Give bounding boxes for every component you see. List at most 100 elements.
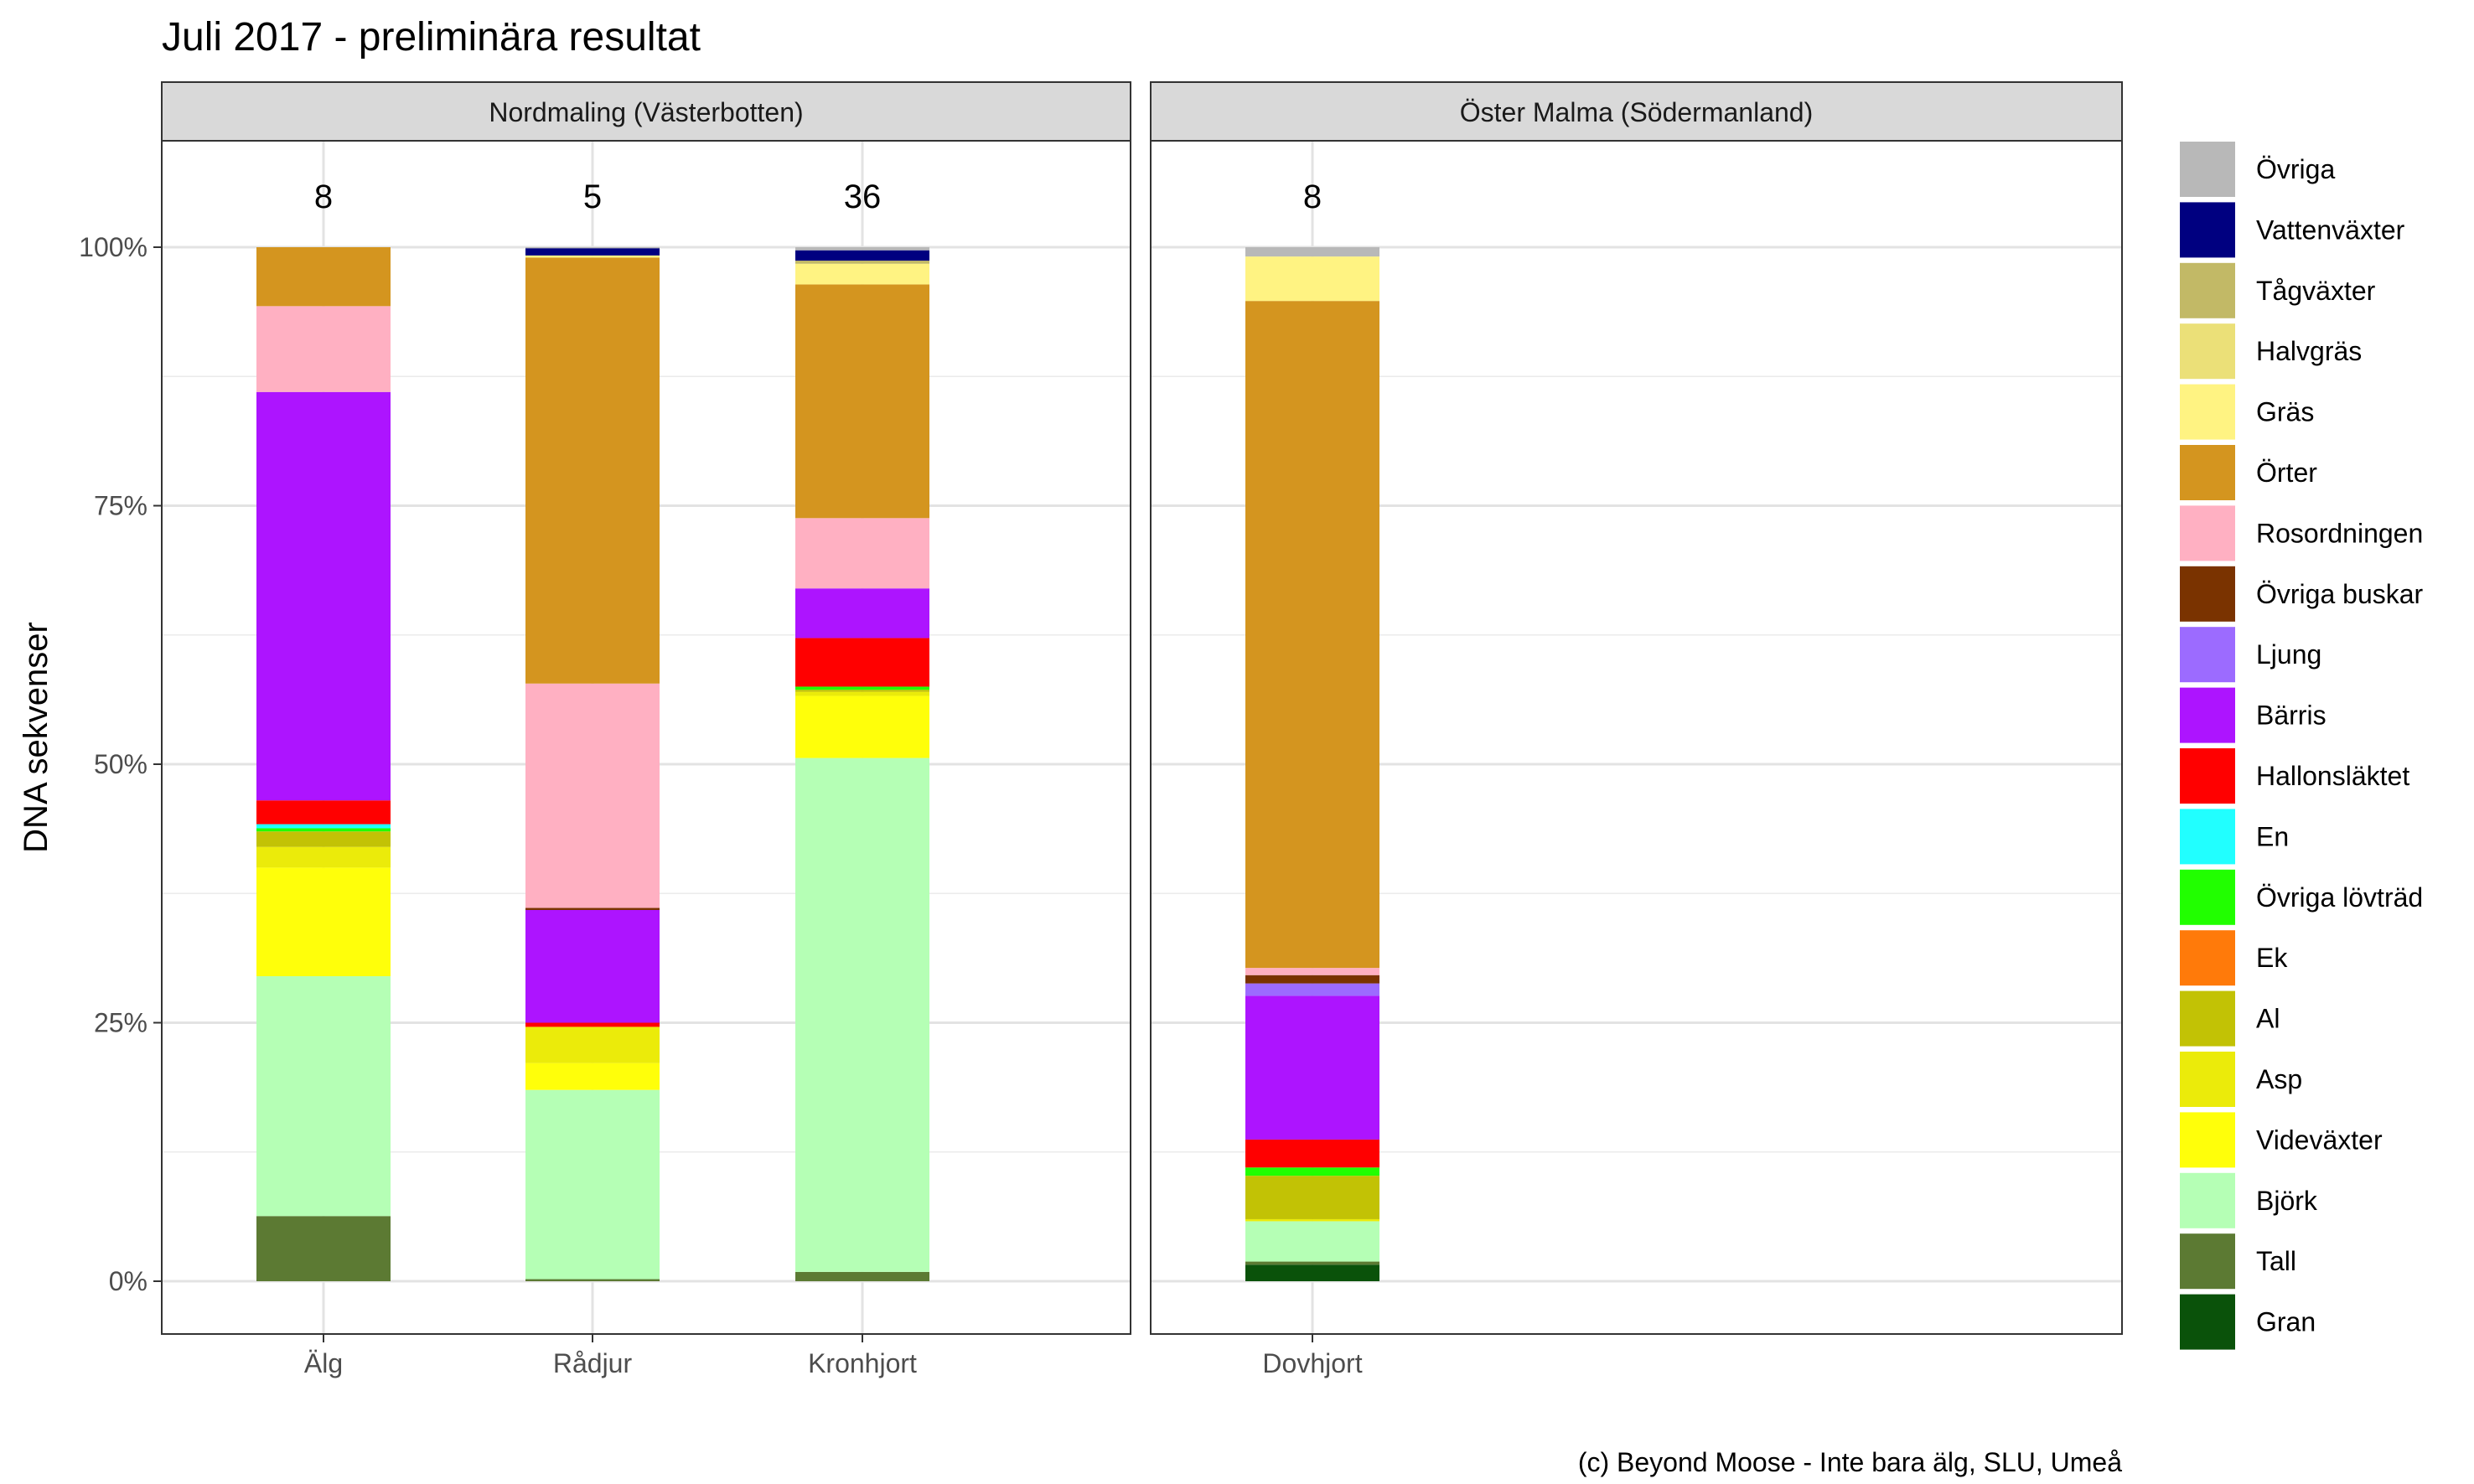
bar-segment bbox=[256, 391, 391, 801]
legend-label: Vattenväxter bbox=[2256, 215, 2405, 245]
bar-segment bbox=[256, 306, 391, 392]
bar-segment bbox=[525, 248, 660, 256]
bar-segment bbox=[1245, 256, 1379, 302]
legend-item: Al bbox=[2180, 990, 2280, 1047]
panel: Öster Malma (Södermanland) 8 Dovhjort bbox=[1150, 81, 2123, 1378]
bar-segment bbox=[256, 824, 391, 829]
bar-segment bbox=[256, 800, 391, 825]
bar-segment bbox=[1245, 1264, 1379, 1281]
y-tick-label: 0% bbox=[109, 1266, 148, 1296]
legend-label: Övriga lövträd bbox=[2256, 882, 2423, 913]
legend-item: En bbox=[2180, 809, 2289, 865]
legend-item: Örter bbox=[2180, 445, 2317, 500]
legend-label: Gran bbox=[2256, 1307, 2316, 1337]
x-tick-label: Älg bbox=[304, 1348, 343, 1378]
legend-item: Tågväxter bbox=[2180, 262, 2376, 318]
bar-segment bbox=[525, 247, 660, 249]
legend-item: Ljung bbox=[2180, 627, 2321, 683]
legend-item: Björk bbox=[2180, 1172, 2318, 1228]
legend-key bbox=[2180, 869, 2235, 925]
legend-key bbox=[2180, 1112, 2235, 1168]
bar-segment bbox=[795, 518, 929, 589]
x-tick-label: Dovhjort bbox=[1262, 1348, 1362, 1378]
bar-segment bbox=[1245, 975, 1379, 984]
x-tick-label: Kronhjort bbox=[808, 1348, 917, 1378]
bar-segment bbox=[1245, 301, 1379, 969]
bar-segment bbox=[795, 1271, 929, 1281]
bar-segment bbox=[256, 828, 391, 832]
legend-item: Gräs bbox=[2180, 384, 2314, 440]
legend-key bbox=[2180, 627, 2235, 683]
facet-strip bbox=[161, 81, 1131, 142]
bar-segment bbox=[795, 247, 929, 251]
panel-border bbox=[161, 140, 1131, 1335]
bar-segment bbox=[795, 588, 929, 639]
legend-label: Tall bbox=[2256, 1246, 2296, 1276]
bar-segment bbox=[256, 247, 391, 307]
legend-item: Halvgräs bbox=[2180, 323, 2362, 380]
bar-segment bbox=[795, 263, 929, 285]
legend-label: Ek bbox=[2256, 943, 2288, 973]
legend-key bbox=[2180, 990, 2235, 1047]
bar-segment bbox=[256, 975, 391, 1217]
bar-segment bbox=[525, 1022, 660, 1027]
legend-item: Ek bbox=[2180, 930, 2288, 986]
legend-item: Gran bbox=[2180, 1294, 2316, 1350]
y-tick-label: 50% bbox=[94, 749, 148, 779]
bar-stack bbox=[525, 247, 660, 1281]
y-axis-label: DNA sekvenser bbox=[18, 622, 54, 853]
legend-label: Örter bbox=[2256, 458, 2317, 488]
legend-label: Ljung bbox=[2256, 639, 2321, 670]
bar-segment bbox=[795, 261, 929, 264]
facet-strip-label: Öster Malma (Södermanland) bbox=[1460, 97, 1813, 127]
legend-label: Videväxter bbox=[2256, 1125, 2383, 1155]
bar-segment bbox=[1245, 1218, 1379, 1222]
legend-label: Al bbox=[2256, 1004, 2280, 1034]
bar-stack bbox=[1245, 247, 1379, 1281]
legend-key bbox=[2180, 505, 2235, 561]
bar-segment bbox=[256, 831, 391, 847]
legend-key bbox=[2180, 1052, 2235, 1107]
bar-segment bbox=[1245, 247, 1379, 257]
legend-key bbox=[2180, 809, 2235, 865]
legend-label: Gräs bbox=[2256, 397, 2314, 427]
bar-segment bbox=[795, 284, 929, 519]
bar-segment bbox=[256, 867, 391, 976]
legend-item: Övriga bbox=[2180, 142, 2335, 197]
bar-segment bbox=[1245, 983, 1379, 996]
panel: Nordmaling (Västerbotten) 8 Älg 5 Rådjur 36 Kr… bbox=[161, 81, 1131, 1378]
bar-segment bbox=[795, 250, 929, 261]
caption: (c) Beyond Moose - Inte bara älg, SLU, U… bbox=[1578, 1447, 2122, 1477]
legend-key bbox=[2180, 1172, 2235, 1228]
panels: Nordmaling (Västerbotten) 8 Älg 5 Rådjur 36 Kr… bbox=[79, 81, 2123, 1378]
bar-segment bbox=[525, 1063, 660, 1090]
legend-key bbox=[2180, 687, 2235, 743]
legend-key bbox=[2180, 202, 2235, 258]
bar-segment bbox=[256, 846, 391, 868]
panel-border bbox=[1150, 140, 2123, 1335]
legend-item: Bärris bbox=[2180, 687, 2326, 743]
facet-strip bbox=[1150, 81, 2123, 142]
legend-key bbox=[2180, 445, 2235, 500]
legend-item: Övriga lövträd bbox=[2180, 869, 2423, 925]
x-tick-label: Rådjur bbox=[553, 1348, 633, 1378]
bar-segment bbox=[525, 907, 660, 910]
bar-segment bbox=[1245, 1221, 1379, 1262]
bar-stack bbox=[795, 247, 929, 1281]
bar-segment bbox=[795, 695, 929, 758]
bar-segment bbox=[1245, 1139, 1379, 1168]
bar-segment bbox=[795, 691, 929, 696]
bar-segment bbox=[795, 690, 929, 692]
legend-label: En bbox=[2256, 821, 2289, 851]
bar-segment bbox=[795, 758, 929, 1272]
legend-item: Vattenväxter bbox=[2180, 202, 2405, 258]
legend-item: Hallonsläktet bbox=[2180, 748, 2409, 804]
bar-segment bbox=[1245, 1261, 1379, 1265]
bar-segment bbox=[525, 1026, 660, 1063]
legend-key bbox=[2180, 384, 2235, 440]
count-label: 8 bbox=[314, 178, 333, 215]
legend-label: Bärris bbox=[2256, 701, 2326, 731]
bar-segment bbox=[256, 1216, 391, 1281]
legend-label: Halvgräs bbox=[2256, 336, 2362, 366]
